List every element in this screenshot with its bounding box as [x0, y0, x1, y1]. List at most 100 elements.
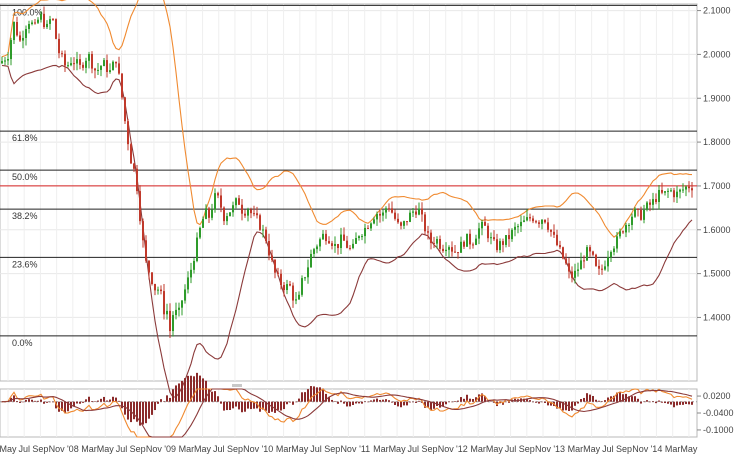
- oscillator-bar: [319, 387, 321, 402]
- candle-body: [364, 227, 366, 237]
- oscillator-bar: [433, 401, 435, 409]
- oscillator-bar: [634, 396, 636, 402]
- oscillator-bar: [229, 401, 231, 410]
- oscillator-bar: [484, 396, 486, 402]
- candle-body: [286, 284, 288, 290]
- candle-body: [568, 263, 570, 272]
- oscillator-bar: [169, 397, 171, 402]
- oscillator-bar: [121, 401, 123, 409]
- oscillator-bar: [172, 389, 174, 402]
- time-tick-label: Sep: [421, 444, 437, 454]
- candle-body: [241, 204, 243, 214]
- candle-body: [550, 229, 552, 232]
- candle-body: [316, 246, 318, 250]
- candle-body: [385, 208, 387, 213]
- candle-body: [505, 235, 507, 245]
- oscillator-tick-label: -0.1000: [703, 425, 734, 435]
- oscillator-bar: [190, 375, 192, 402]
- candle-body: [460, 241, 462, 253]
- candle-body: [13, 22, 15, 41]
- candle-body: [661, 189, 663, 193]
- candle-body: [268, 240, 270, 256]
- fibonacci-label: 38.2%: [12, 211, 38, 221]
- candle-body: [622, 231, 624, 233]
- candle-body: [175, 309, 177, 316]
- candle-body: [1, 61, 3, 64]
- candle-body: [454, 251, 456, 253]
- candle-body: [556, 234, 558, 246]
- candle-body: [301, 278, 303, 295]
- time-tick-label: '13: [553, 444, 565, 454]
- oscillator-bar: [670, 401, 672, 405]
- candle-body: [589, 247, 591, 252]
- candle-body: [691, 188, 693, 191]
- candle-body: [10, 40, 12, 60]
- oscillator-bar: [253, 401, 255, 409]
- candle-body: [538, 222, 540, 224]
- candle-body: [490, 237, 492, 239]
- oscillator-bar: [88, 396, 90, 402]
- candle-body: [628, 224, 630, 226]
- oscillator-bar: [649, 401, 651, 403]
- candle-body: [154, 284, 156, 291]
- oscillator-bar: [283, 401, 285, 410]
- oscillator-bar: [115, 397, 117, 402]
- oscillator-bar: [43, 401, 45, 404]
- oscillator-bar: [145, 401, 147, 424]
- candle-body: [532, 218, 534, 222]
- oscillator-bar: [232, 401, 234, 409]
- oscillator-bar: [127, 401, 129, 420]
- candle-body: [115, 61, 117, 64]
- candle-body: [187, 277, 189, 290]
- candle-body: [142, 221, 144, 241]
- oscillator-bar: [346, 401, 348, 407]
- oscillator-bar: [382, 399, 384, 402]
- candle-body: [73, 63, 75, 65]
- candle-body: [559, 245, 561, 248]
- time-tick-label: Jul: [602, 444, 614, 454]
- oscillator-bar: [262, 401, 264, 410]
- oscillator-bar: [532, 401, 534, 403]
- candle-body: [643, 209, 645, 220]
- oscillator-bar: [259, 401, 261, 412]
- oscillator-bar: [589, 394, 591, 402]
- oscillator-bar: [124, 401, 126, 415]
- oscillator-bar: [400, 401, 402, 408]
- candle-body: [88, 54, 90, 61]
- oscillator-bar: [58, 401, 60, 412]
- oscillator-bar: [622, 394, 624, 402]
- oscillator-bar: [577, 401, 579, 404]
- candle-body: [466, 233, 468, 247]
- time-tick-label: Nov: [340, 444, 357, 454]
- oscillator-bar: [538, 401, 540, 404]
- candle-body: [412, 211, 414, 213]
- candle-body: [376, 213, 378, 220]
- oscillator-bar: [307, 389, 309, 402]
- candle-body: [190, 269, 192, 278]
- candle-body: [139, 191, 141, 222]
- time-tick-label: Jul: [408, 444, 420, 454]
- oscillator-bar: [367, 401, 369, 403]
- oscillator-bar: [166, 395, 168, 402]
- candle-body: [658, 189, 660, 203]
- candle-body: [307, 267, 309, 278]
- candle-body: [103, 60, 105, 67]
- time-tick-label: May: [0, 444, 17, 454]
- oscillator-bar: [16, 401, 18, 402]
- oscillator-bar: [388, 400, 390, 402]
- candle-body: [499, 241, 501, 251]
- candle-body: [256, 213, 258, 216]
- oscillator-bar: [613, 395, 615, 402]
- oscillator-bar: [139, 401, 141, 426]
- oscillator-bar: [631, 396, 633, 402]
- candle-body: [46, 23, 48, 28]
- candle-body: [457, 252, 459, 254]
- fibonacci-label: 23.6%: [12, 259, 38, 269]
- oscillator-bar: [595, 399, 597, 402]
- candle-body: [163, 291, 165, 315]
- candle-body: [646, 202, 648, 210]
- time-tick-label: '14: [651, 444, 663, 454]
- candle-body: [280, 273, 282, 286]
- oscillator-bar: [202, 378, 204, 402]
